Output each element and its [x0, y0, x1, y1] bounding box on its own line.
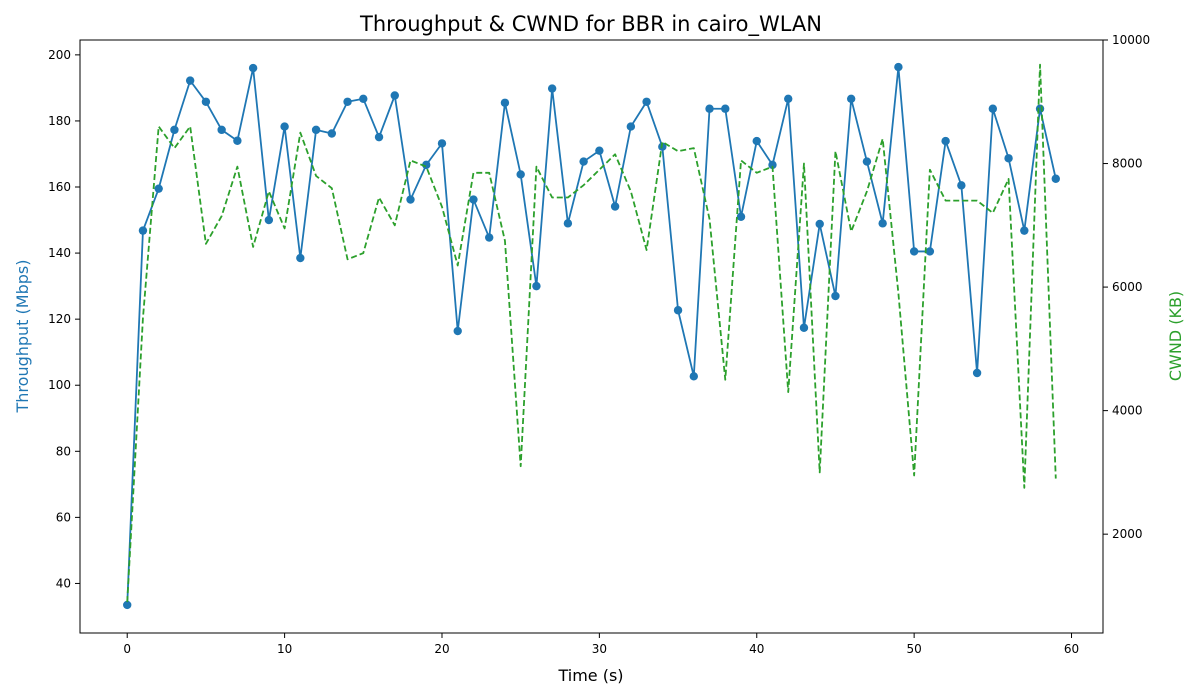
- throughput-point-20: [437, 139, 447, 148]
- throughput-point-25: [516, 170, 525, 179]
- y-left-tick-label-5: 140: [48, 246, 71, 260]
- throughput-point-47: [862, 157, 872, 166]
- y-right-tick-label-2: 6000: [1112, 280, 1143, 294]
- throughput-point-13: [327, 129, 337, 138]
- throughput-point-38: [721, 104, 730, 113]
- throughput-point-54: [972, 368, 982, 378]
- throughput-point-15: [359, 94, 368, 104]
- series-1-cwnd-line: [126, 63, 1057, 603]
- throughput-point-1: [138, 226, 148, 235]
- y-left-tick-label-0: 40: [56, 576, 71, 590]
- throughput-point-12: [311, 125, 321, 135]
- throughput-point-50: [909, 247, 919, 256]
- throughput-point-42: [784, 94, 793, 104]
- throughput-point-10: [280, 122, 289, 131]
- y-left-tick-label-2: 80: [56, 444, 71, 458]
- throughput-point-43: [799, 323, 809, 332]
- throughput-point-4: [185, 76, 195, 85]
- throughput-point-21: [453, 326, 462, 336]
- y-right-tick-label-3: 8000: [1112, 157, 1143, 171]
- x-axis: 0 10 20 30 40 50 60: [123, 633, 1079, 656]
- plot-frame: [79, 39, 1104, 634]
- y-right-tick-label-1: 4000: [1112, 404, 1143, 418]
- throughput-point-59: [1051, 174, 1060, 183]
- throughput-point-41: [768, 160, 777, 170]
- chart-title: Throughput & CWND for BBR in cairo_WLAN: [359, 12, 822, 37]
- x-tick-label-0: 0: [123, 642, 131, 656]
- throughput-point-46: [846, 94, 856, 104]
- throughput-point-40: [752, 136, 761, 146]
- throughput-point-9: [264, 215, 274, 225]
- y-axis-left-label: Throughput (Mbps): [13, 260, 32, 414]
- y-left-tick-label-3: 100: [48, 378, 71, 392]
- x-axis-label: Time (s): [557, 666, 623, 685]
- throughput-point-22: [469, 195, 478, 204]
- x-tick-label-1: 10: [277, 642, 292, 656]
- throughput-point-56: [1004, 154, 1013, 163]
- y-left-tick-label-7: 180: [48, 114, 71, 128]
- throughput-point-33: [642, 97, 651, 106]
- y-left-tick-label-8: 200: [48, 48, 71, 62]
- throughput-point-18: [406, 195, 415, 204]
- throughput-point-57: [1020, 226, 1029, 235]
- throughput-point-27: [547, 84, 557, 93]
- throughput-point-31: [610, 202, 620, 211]
- throughput-point-37: [705, 104, 714, 113]
- throughput-point-44: [815, 219, 824, 229]
- throughput-point-14: [343, 97, 352, 106]
- x-tick-label-2: 20: [434, 642, 449, 656]
- plot-area: [123, 62, 1060, 610]
- throughput-point-36: [689, 372, 698, 381]
- throughput-point-16: [374, 132, 384, 142]
- x-tick-label-4: 40: [749, 642, 764, 656]
- throughput-point-7: [233, 136, 242, 145]
- throughput-point-45: [831, 291, 840, 301]
- throughput-point-35: [673, 306, 683, 315]
- x-tick-label-6: 60: [1064, 642, 1079, 656]
- throughput-point-58: [1035, 104, 1045, 113]
- throughput-point-30: [595, 146, 604, 155]
- throughput-point-8: [248, 63, 258, 73]
- throughput-point-11: [296, 253, 305, 263]
- y-axis-right-label: CWND (KB): [1166, 291, 1185, 381]
- series-0-throughput-line: [126, 66, 1057, 605]
- throughput-point-26: [532, 281, 541, 291]
- throughput-point-28: [563, 219, 573, 228]
- throughput-point-32: [626, 122, 636, 131]
- y-left-tick-label-1: 60: [56, 510, 71, 524]
- throughput-point-6: [217, 125, 226, 135]
- x-tick-label-5: 50: [906, 642, 921, 656]
- x-tick-label-3: 30: [592, 642, 607, 656]
- throughput-point-49: [894, 62, 903, 72]
- throughput-point-29: [579, 157, 588, 166]
- throughput-point-48: [878, 219, 887, 228]
- y-axis-left: 40 60 80 100 120 140 160 180 200: [48, 48, 80, 590]
- throughput-point-52: [941, 136, 950, 146]
- y-left-tick-label-4: 120: [48, 312, 71, 326]
- y-right-tick-label-4: 10000: [1112, 33, 1150, 47]
- throughput-point-5: [201, 97, 211, 106]
- throughput-point-53: [957, 181, 966, 190]
- throughput-point-0: [123, 600, 132, 610]
- throughput-point-19: [422, 160, 431, 170]
- throughput-point-2: [154, 184, 163, 193]
- throughput-point-23: [485, 233, 494, 242]
- throughput-point-3: [170, 125, 179, 135]
- throughput-point-55: [988, 104, 998, 113]
- throughput-point-17: [390, 91, 399, 100]
- throughput-point-51: [925, 247, 935, 256]
- throughput-point-24: [500, 98, 510, 107]
- y-left-tick-label-6: 160: [48, 180, 71, 194]
- y-axis-right: 2000 4000 6000 8000 10000: [1103, 33, 1150, 541]
- y-right-tick-label-0: 2000: [1112, 527, 1143, 541]
- throughput-point-39: [736, 212, 746, 221]
